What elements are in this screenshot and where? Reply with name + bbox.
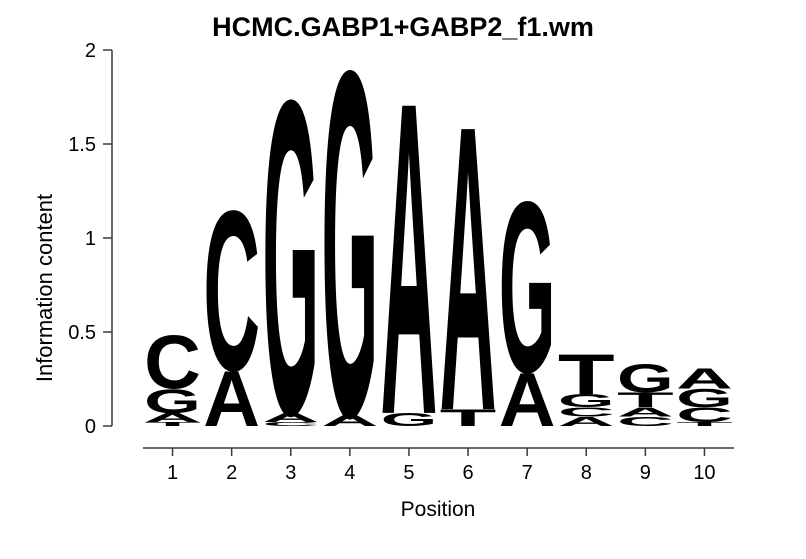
x-tick-label: 10 bbox=[693, 462, 715, 484]
logo-letter-C: C bbox=[617, 414, 674, 429]
logo-letter-G: G bbox=[676, 384, 733, 413]
svg-text:A: A bbox=[440, 41, 497, 496]
svg-text:G: G bbox=[262, 6, 319, 508]
logo-letter-A: A bbox=[144, 410, 201, 425]
logo-letter-C: C bbox=[144, 320, 201, 405]
logo-letter-C: C bbox=[262, 421, 319, 427]
svg-text:C: C bbox=[144, 320, 201, 405]
logo-letter-A: A bbox=[440, 41, 497, 496]
logo-letter-A: A bbox=[676, 362, 733, 395]
logo-stack-pos-4: AG bbox=[321, 0, 378, 520]
logo-letter-A: A bbox=[558, 414, 615, 429]
svg-text:A: A bbox=[262, 410, 319, 425]
y-tick-label: 2 bbox=[85, 40, 96, 62]
svg-text:A: A bbox=[558, 414, 615, 429]
svg-text:T: T bbox=[558, 343, 615, 408]
logo-stack-pos-7: AG bbox=[499, 151, 556, 443]
svg-text:C: C bbox=[203, 164, 260, 419]
svg-text:A: A bbox=[321, 412, 378, 430]
svg-text:C: C bbox=[558, 405, 615, 420]
x-tick-label: 4 bbox=[344, 462, 355, 484]
x-tick-label: 9 bbox=[640, 462, 651, 484]
svg-text:G: G bbox=[499, 151, 556, 424]
chart-title: HCMC.GABP1+GABP2_f1.wm bbox=[212, 12, 594, 42]
svg-text:A: A bbox=[676, 362, 733, 395]
svg-text:G: G bbox=[144, 382, 201, 420]
svg-text:T: T bbox=[440, 405, 498, 431]
x-tick-label: 6 bbox=[462, 462, 473, 484]
logo-letter-A: A bbox=[321, 412, 378, 430]
logo-letter-T: T bbox=[558, 343, 615, 408]
logo-stack-pos-6: TA bbox=[440, 41, 498, 496]
logo-letter-G: G bbox=[144, 382, 201, 420]
logo-stack-pos-5: GA bbox=[381, 10, 438, 508]
x-axis-label: Position bbox=[401, 498, 476, 521]
logo-stack-pos-2: AC bbox=[203, 164, 260, 443]
logo-letter-C: C bbox=[676, 404, 733, 428]
logo-letter-T: T bbox=[144, 421, 202, 427]
logo-letter-G: G bbox=[381, 409, 438, 429]
logo-letter-G: G bbox=[558, 391, 615, 411]
logo-letter-T: T bbox=[676, 421, 734, 427]
svg-text:G: G bbox=[321, 0, 378, 520]
logo-letter-T: T bbox=[617, 389, 674, 413]
svg-text:G: G bbox=[617, 357, 674, 401]
y-tick-label: 1 bbox=[85, 228, 96, 250]
svg-text:A: A bbox=[203, 355, 260, 443]
svg-text:A: A bbox=[499, 358, 556, 443]
svg-text:T: T bbox=[617, 389, 674, 413]
x-tick-label: 5 bbox=[403, 462, 414, 484]
svg-text:T: T bbox=[144, 421, 202, 427]
y-axis-label: Information content bbox=[32, 194, 57, 382]
svg-text:G: G bbox=[381, 409, 438, 429]
logo-letter-A: A bbox=[262, 410, 319, 425]
x-tick-label: 8 bbox=[581, 462, 592, 484]
logo-letter-A: A bbox=[381, 10, 438, 508]
logo-letter-G: G bbox=[499, 151, 556, 424]
svg-text:T: T bbox=[676, 421, 734, 427]
x-tick-label: 2 bbox=[226, 462, 237, 484]
logo-letter-C: C bbox=[558, 405, 615, 420]
y-tick-label: 0.5 bbox=[68, 322, 96, 344]
logo-stack-pos-3: CAG bbox=[262, 6, 319, 508]
svg-text:A: A bbox=[617, 405, 674, 420]
logo-letter-A: A bbox=[617, 405, 674, 420]
svg-text:G: G bbox=[676, 384, 733, 413]
x-tick-label: 3 bbox=[285, 462, 296, 484]
svg-text:A: A bbox=[144, 410, 201, 425]
y-axis: 0 0.5 1 1.5 2 bbox=[68, 40, 113, 438]
logo-letter-G: G bbox=[262, 6, 319, 508]
x-axis: 1 2 3 4 5 6 7 8 9 10 bbox=[143, 447, 734, 484]
logo-letter-C: C bbox=[203, 164, 260, 419]
y-tick-label: 0 bbox=[85, 416, 96, 438]
logo-letter-A: A bbox=[203, 355, 260, 443]
logo-letter-G: G bbox=[321, 0, 378, 520]
svg-text:G: G bbox=[558, 391, 615, 411]
y-tick-label: 1.5 bbox=[68, 134, 96, 156]
logo-letter-T: T bbox=[440, 405, 498, 431]
svg-text:A: A bbox=[381, 10, 438, 508]
svg-text:C: C bbox=[676, 404, 733, 428]
svg-text:C: C bbox=[617, 414, 674, 429]
x-tick-label: 1 bbox=[167, 462, 178, 484]
logo-letter-G: G bbox=[617, 357, 674, 401]
logo-letter-A: A bbox=[499, 358, 556, 443]
svg-text:C: C bbox=[262, 421, 319, 427]
x-tick-label: 7 bbox=[522, 462, 533, 484]
